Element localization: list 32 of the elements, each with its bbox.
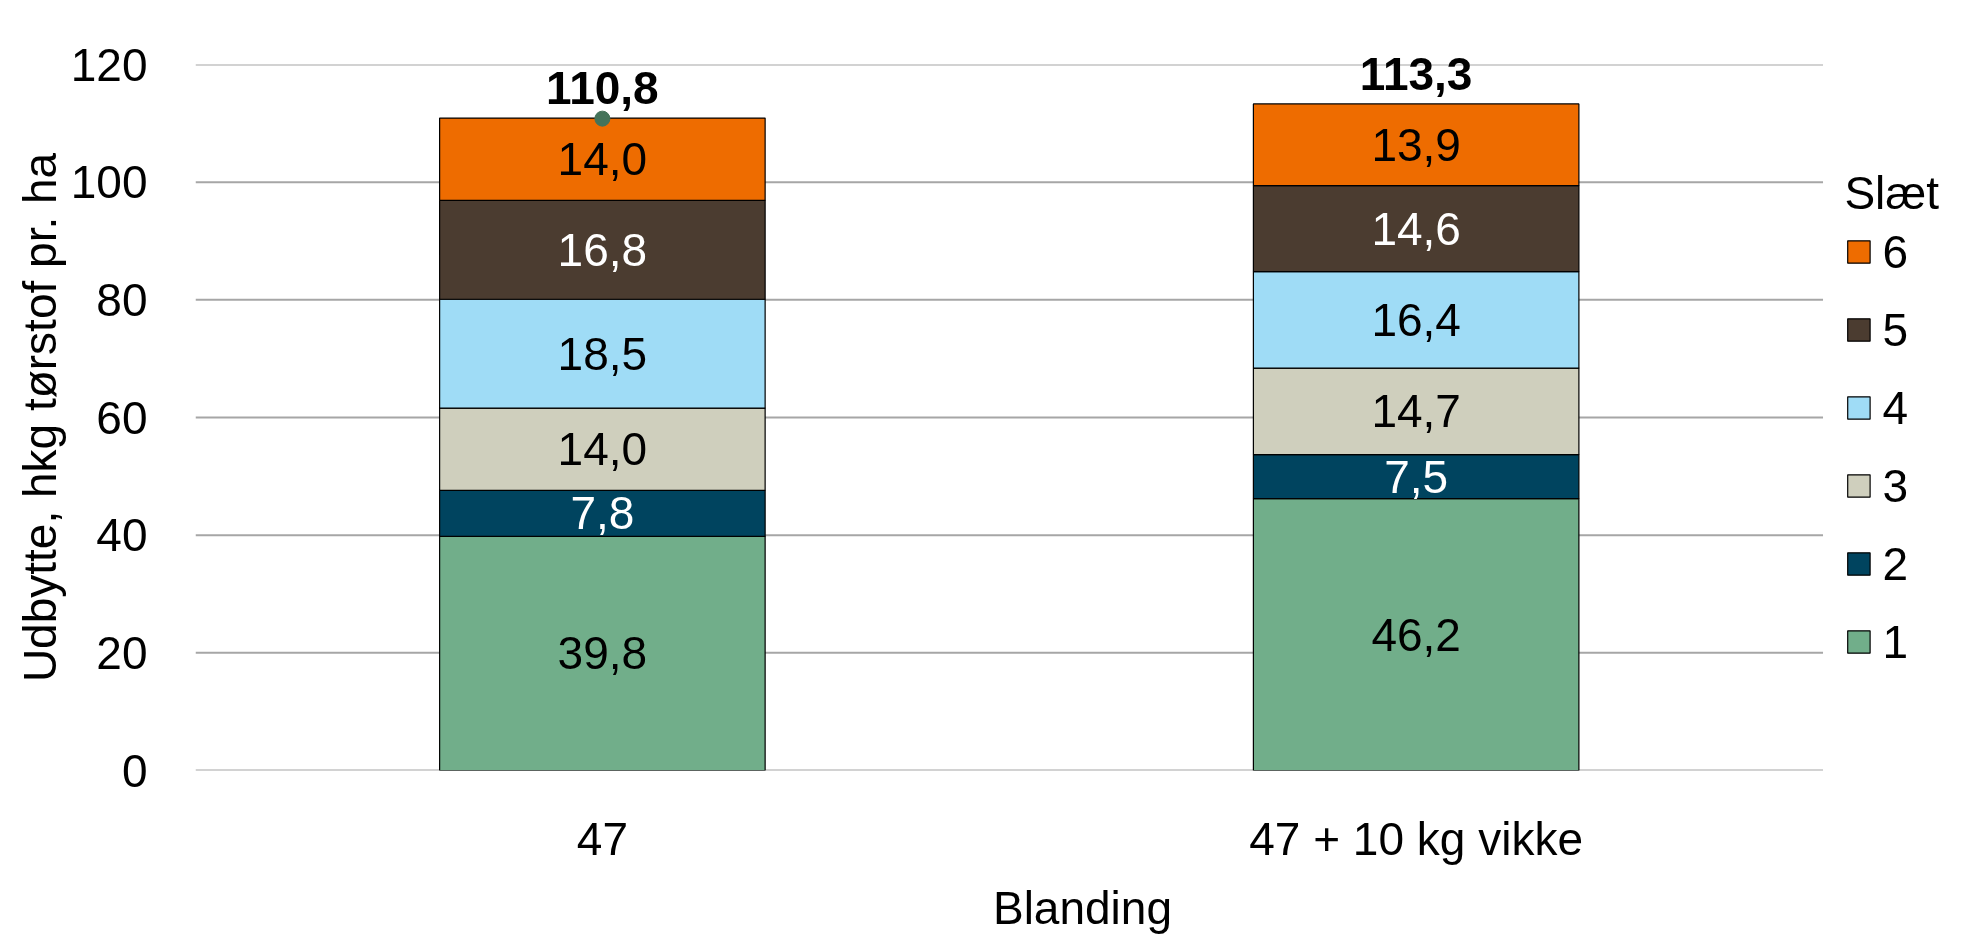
data-label: 14,6 — [1371, 202, 1461, 255]
data-label: 18,5 — [557, 327, 648, 380]
y-tick-label: 0 — [121, 744, 148, 797]
x-axis-title: Blanding — [992, 881, 1173, 934]
y-tick-label: 20 — [96, 626, 148, 679]
legend-title: Slæt — [1844, 165, 1939, 220]
legend-label: 2 — [1882, 536, 1908, 591]
y-tick-label: 60 — [96, 391, 148, 444]
legend-label: 3 — [1882, 458, 1908, 513]
data-label: 16,4 — [1371, 293, 1461, 346]
x-tick-label: 47 — [576, 812, 628, 865]
data-label: 7,5 — [1384, 450, 1449, 503]
data-label: 14,7 — [1371, 385, 1461, 438]
y-tick-label: 100 — [70, 156, 148, 209]
total-label: 113,3 — [1359, 47, 1473, 100]
y-axis-title: Udbytte, hkg tørstof pr. ha — [13, 152, 66, 683]
data-label: 16,8 — [557, 223, 648, 276]
data-label: 13,9 — [1371, 118, 1461, 171]
data-label: 39,8 — [557, 627, 648, 680]
legend-label: 6 — [1882, 224, 1908, 279]
total-label: 110,8 — [546, 62, 659, 115]
legend-label: 5 — [1882, 302, 1908, 357]
y-tick-label: 40 — [96, 509, 148, 562]
y-tick-label: 120 — [70, 38, 148, 91]
legend-label: 4 — [1882, 380, 1908, 435]
data-label: 46,2 — [1371, 608, 1461, 661]
data-label: 7,8 — [570, 487, 635, 540]
legend-label: 1 — [1882, 614, 1908, 669]
y-tick-label: 80 — [96, 273, 148, 326]
x-tick-label: 47 + 10 kg vikke — [1249, 812, 1583, 865]
data-label: 14,0 — [557, 423, 648, 476]
data-label: 14,0 — [557, 133, 648, 186]
